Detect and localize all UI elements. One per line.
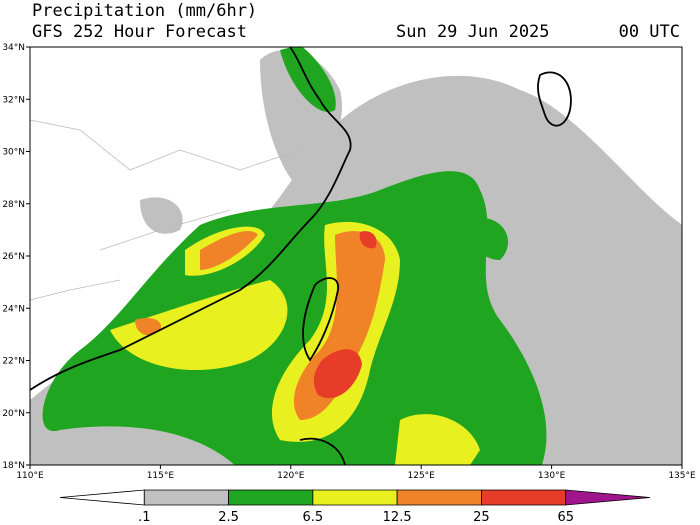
precip-area [110,280,288,370]
coastlines [30,47,572,465]
lat-label: 34°N [2,43,25,53]
lat-label: 18°N [2,461,25,471]
lat-label: 32°N [2,95,25,105]
legend-label: 12.5 [383,510,412,525]
lat-label: 20°N [2,409,25,419]
precip-field [30,47,682,465]
title: Precipitation (mm/6hr) [32,1,257,21]
legend-label: 6.5 [303,510,324,525]
lon-label: 125°E [408,471,436,481]
kyushu [537,71,572,127]
subtitle: GFS 252 Hour Forecast [32,22,247,42]
lon-label: 110°E [16,471,44,481]
lon-label: 130°E [538,471,566,481]
legend-label: 65 [557,510,574,525]
precip-area [395,414,480,465]
legend-swatch [396,489,482,506]
borders [29,119,301,301]
legend-label: 2.5 [218,510,239,525]
precip-area [140,197,183,234]
precip-area [42,171,547,465]
time: 00 UTC [619,22,680,42]
legend-swatch [59,489,145,506]
lon-label: 120°E [277,471,305,481]
legend-swatch [143,489,229,506]
legend-swatch [228,489,314,506]
lat-label: 30°N [2,148,25,158]
lat-label: 28°N [2,200,25,210]
legend-swatch [565,489,651,506]
lon-label: 115°E [147,471,175,481]
precip-area [469,218,509,260]
taiwan [302,277,339,362]
lat-label: 24°N [2,304,25,314]
lat-label: 22°N [2,357,25,367]
border [29,119,301,301]
precip-area [359,231,377,249]
date: Sun 29 Jun 2025 [396,22,550,42]
lon-label: 135°E [668,471,696,481]
legend-label: .1 [138,510,150,525]
precip-area [135,318,161,336]
luzon [299,437,346,465]
coastline [30,47,352,391]
lat-label: 26°N [2,252,25,262]
legend-swatch [481,489,567,506]
legend-label: 25 [473,510,490,525]
precip-area [200,230,258,270]
legend-swatch [312,489,398,506]
precip-area [313,349,362,399]
